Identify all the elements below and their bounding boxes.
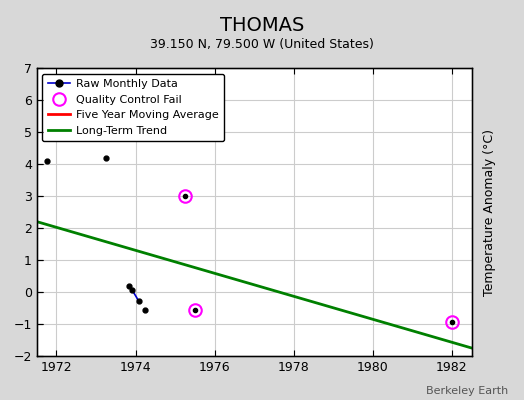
Legend: Raw Monthly Data, Quality Control Fail, Five Year Moving Average, Long-Term Tren: Raw Monthly Data, Quality Control Fail, … [42,74,224,141]
Text: 39.150 N, 79.500 W (United States): 39.150 N, 79.500 W (United States) [150,38,374,51]
Text: THOMAS: THOMAS [220,16,304,35]
Text: Berkeley Earth: Berkeley Earth [426,386,508,396]
Y-axis label: Temperature Anomaly (°C): Temperature Anomaly (°C) [483,128,496,296]
